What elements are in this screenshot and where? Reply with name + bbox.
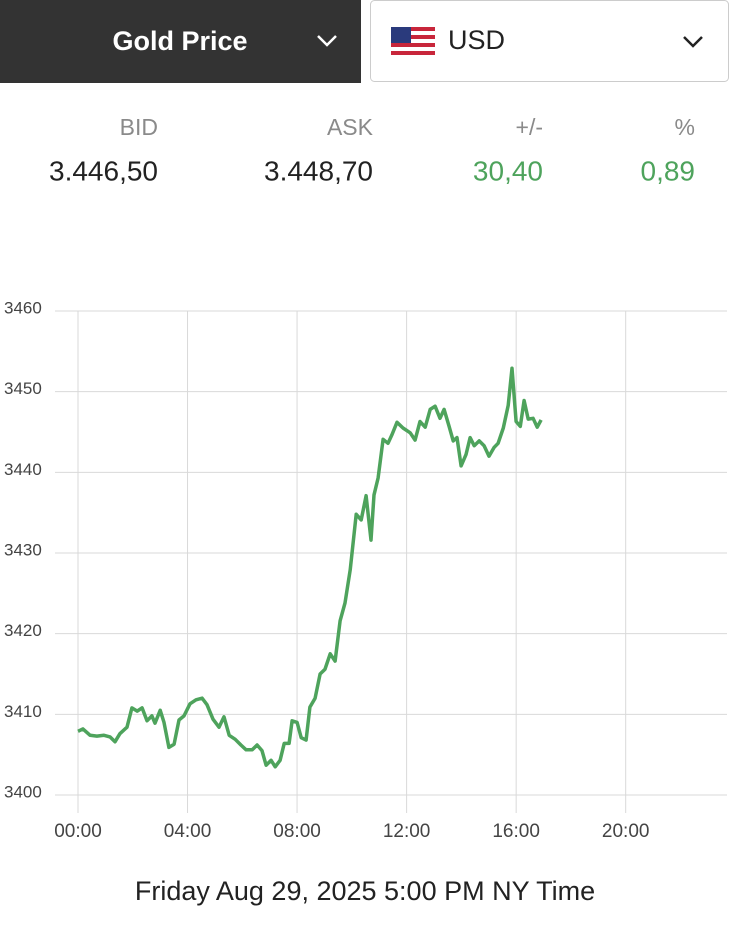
quote-value: 3.448,70 (264, 155, 373, 186)
y-tick-label: 3420 (4, 621, 42, 640)
x-tick-label: 20:00 (602, 821, 650, 842)
x-tick-label: 00:00 (54, 821, 102, 842)
chevron (683, 36, 703, 48)
x-tick-label: 16:00 (492, 821, 540, 842)
quote-value: 30,40 (473, 155, 543, 186)
y-tick-label: 3440 (4, 460, 42, 479)
x-tick-label: 12:00 (383, 821, 431, 842)
us-flag (391, 27, 435, 55)
y-tick-label: 3430 (4, 540, 42, 559)
quote-label: BID (120, 114, 158, 140)
chevron (317, 35, 337, 47)
x-tick-label: 04:00 (164, 821, 212, 842)
y-tick-label: 3410 (4, 702, 42, 721)
quote-value: 3.446,50 (49, 155, 158, 186)
currency-selector[interactable] (370, 0, 729, 82)
metal-selector[interactable] (0, 0, 361, 83)
y-tick-label: 3460 (4, 298, 42, 317)
y-tick-label: 3450 (4, 379, 42, 398)
price-line (77, 366, 543, 769)
chart-caption: Friday Aug 29, 2025 5:00 PM NY Time (135, 876, 595, 906)
quote-label: % (675, 114, 695, 140)
y-tick-label: 3400 (4, 782, 42, 801)
metal-label: Gold Price (112, 26, 247, 56)
x-tick-label: 08:00 (273, 821, 321, 842)
quote-value: 0,89 (641, 155, 696, 186)
quote-label: +/- (516, 114, 543, 140)
quote-label: ASK (327, 114, 374, 140)
currency-label: USD (448, 25, 505, 55)
